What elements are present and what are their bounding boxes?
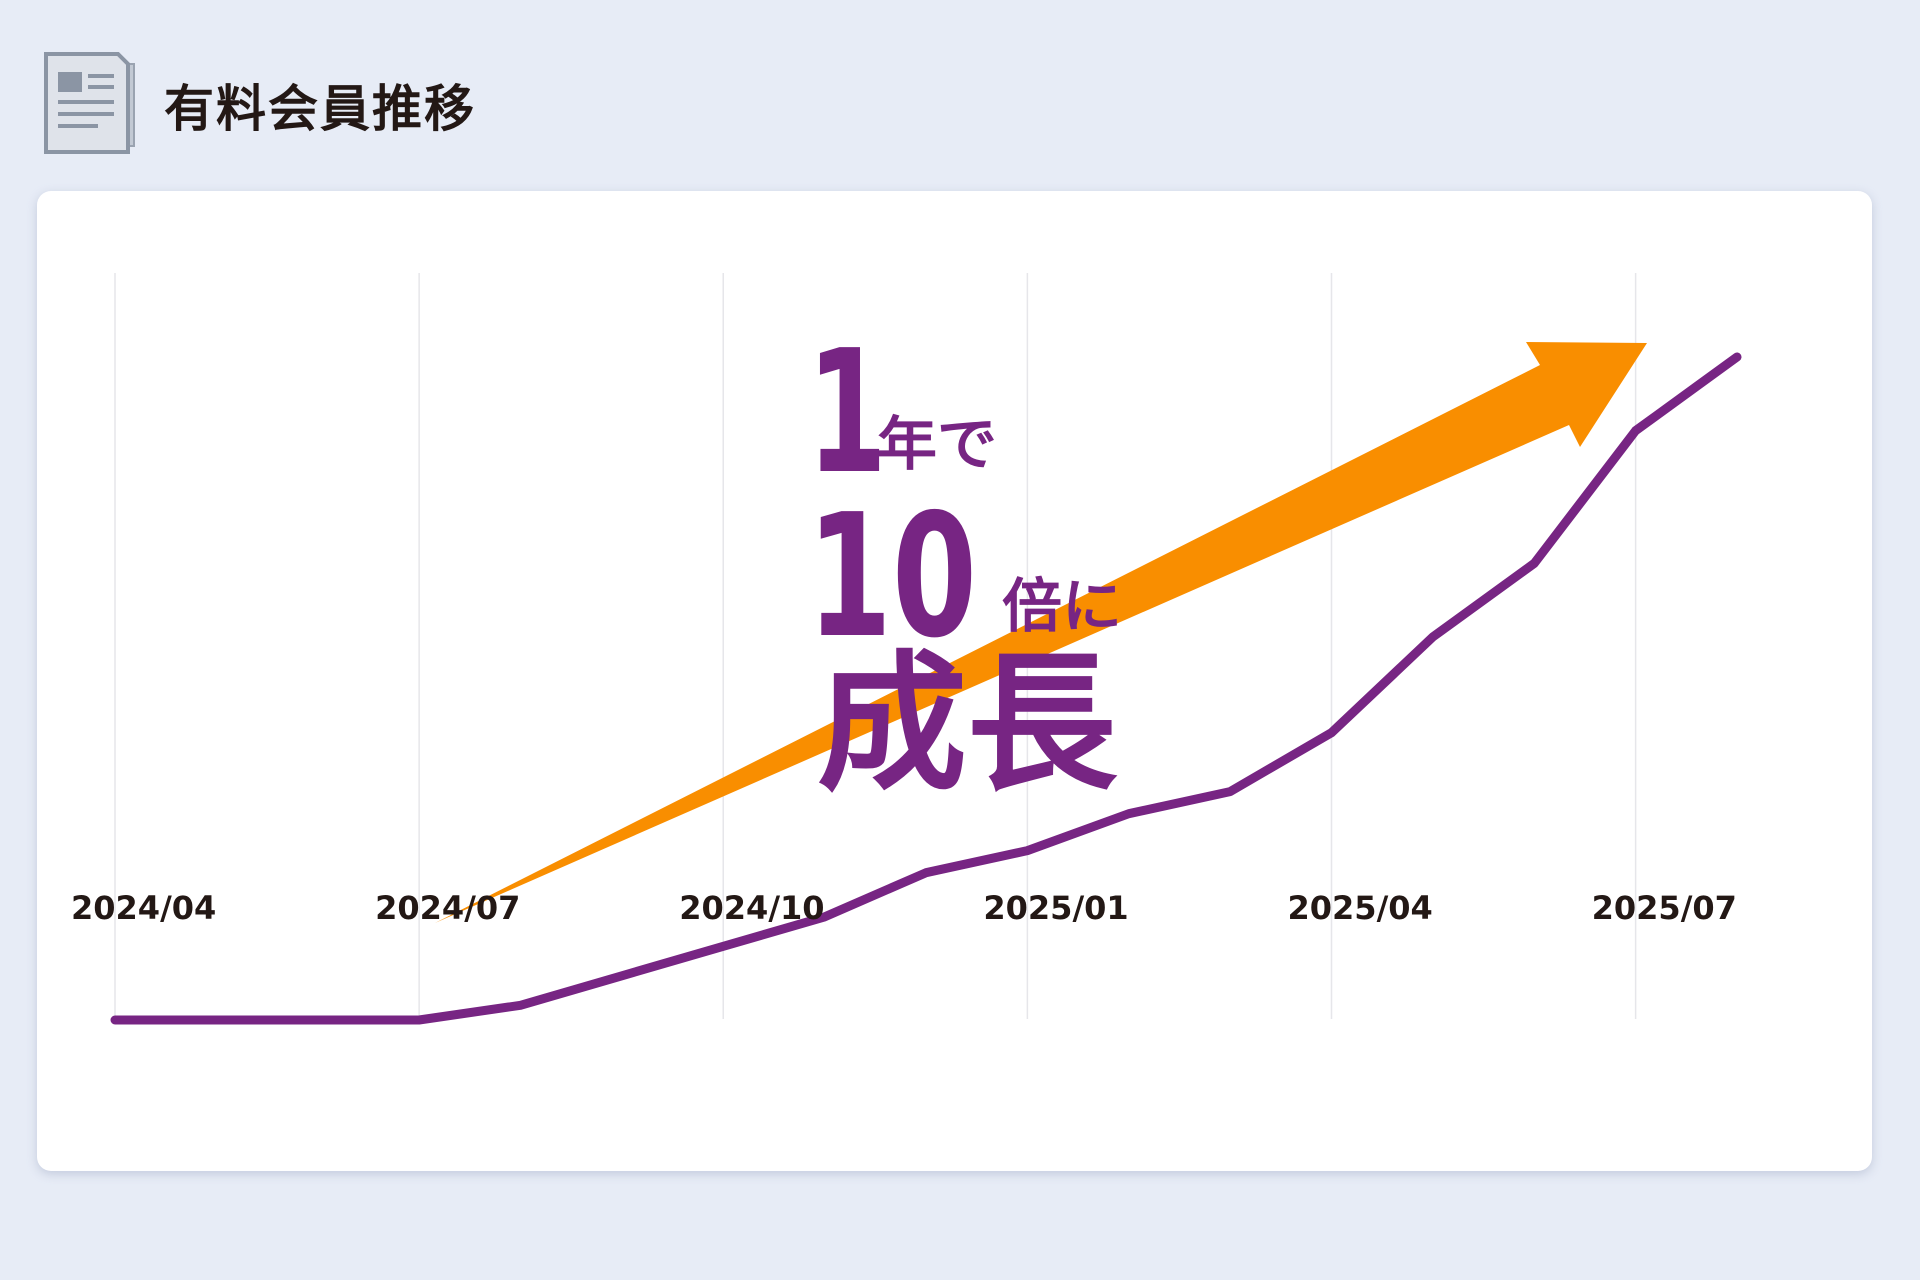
x-tick-label-2024-04: 2024/04 (71, 889, 216, 927)
headline-number-1: 1 (807, 314, 887, 512)
growth-chart: 1 年で 10 倍に 成長 2024/04 2024/07 2024/10 2025/… (71, 273, 1742, 1025)
headline-number-2: 10 (807, 478, 977, 676)
grid-lines (114, 273, 1637, 1019)
headline-line-3: 成長 (817, 638, 1118, 812)
x-tick-label-2024-07: 2024/07 (375, 889, 520, 927)
x-tick-label-2025-04: 2025/04 (1288, 889, 1433, 927)
series-line-layer (110, 352, 1742, 1025)
headline-suffix-1: 年で (877, 410, 997, 478)
headline-suffix-2: 倍に (1002, 572, 1122, 640)
x-tick-label-2025-01: 2025/01 (983, 889, 1128, 927)
upward-trend-arrow (435, 342, 1647, 923)
page-header: 有料会員推移 (36, 50, 476, 160)
document-stack-icon (44, 52, 135, 154)
headline-annotation: 1 年で 10 倍に 成長 (807, 314, 1122, 812)
trend-arrow (435, 342, 1647, 923)
chart-card: 1 年で 10 倍に 成長 2024/04 2024/07 2024/10 2025/… (37, 191, 1872, 1171)
x-tick-label-2024-10: 2024/10 (679, 889, 824, 927)
x-tick-label-2025-07: 2025/07 (1592, 889, 1737, 927)
x-axis-tick-labels: 2024/04 2024/07 2024/10 2025/01 2025/04 2025/… (71, 889, 1737, 927)
page-title: 有料会員推移 (164, 80, 476, 138)
